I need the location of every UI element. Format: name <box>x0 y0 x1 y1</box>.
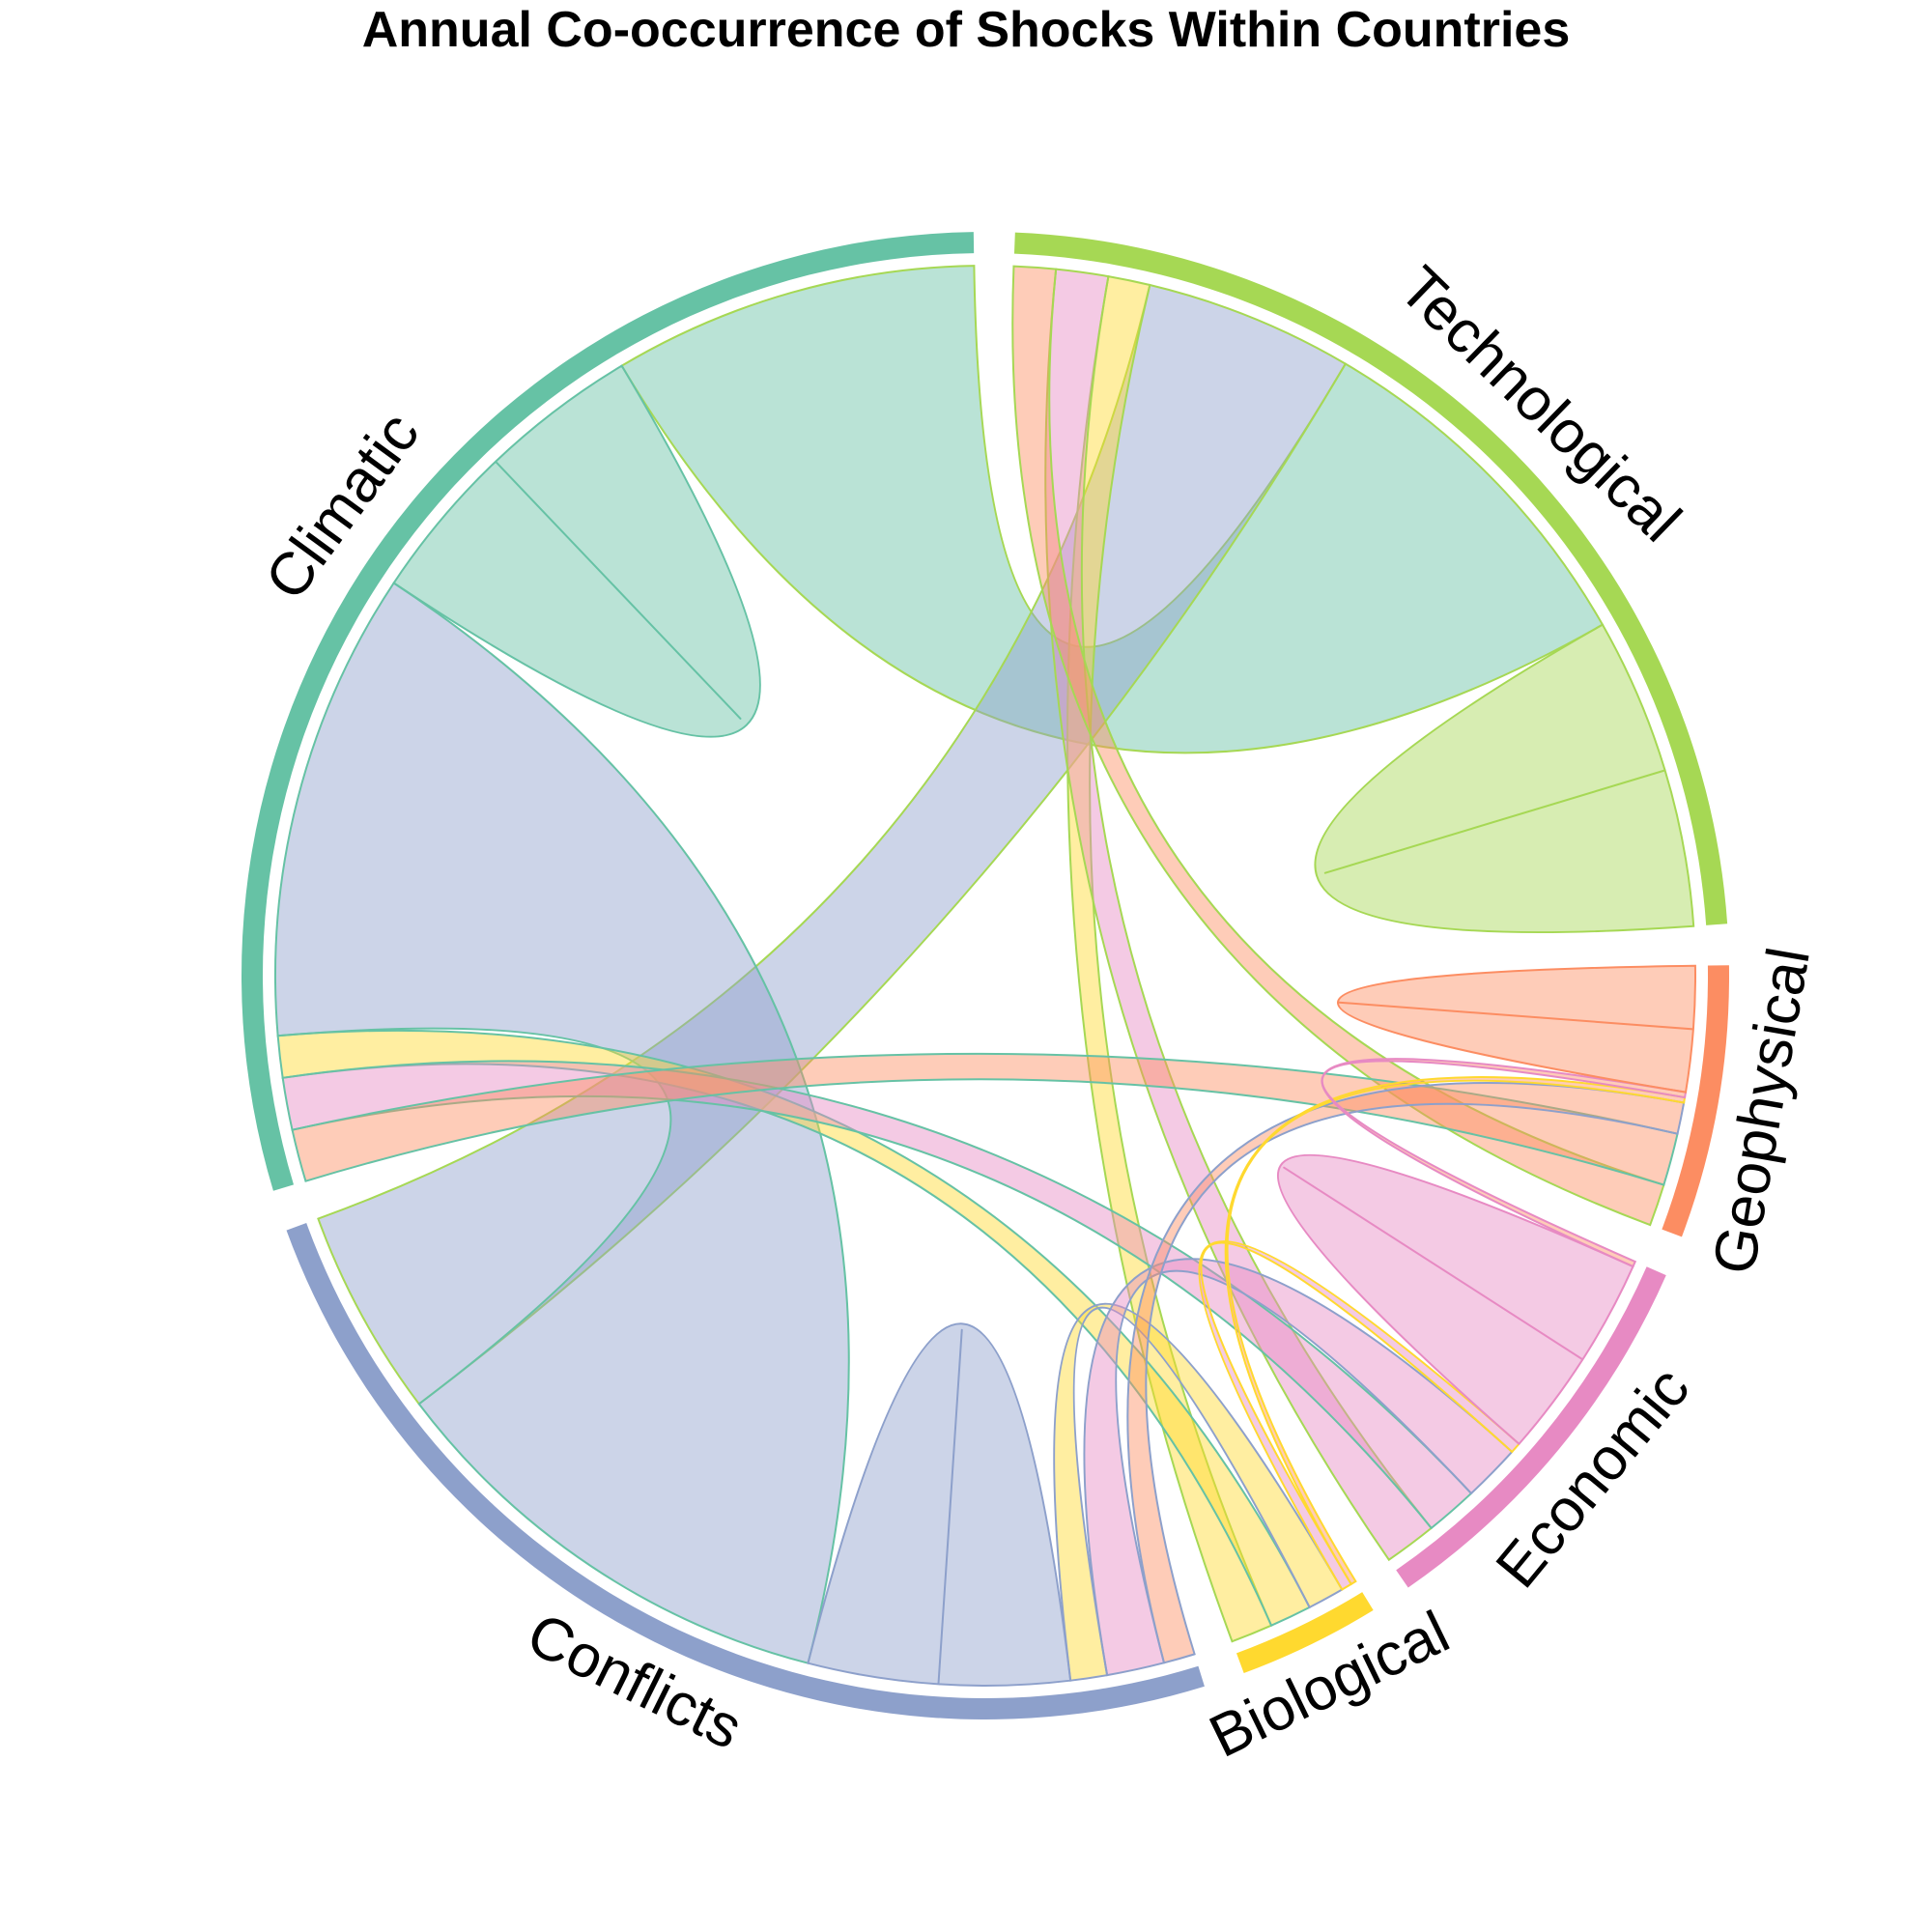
sector-tracks-layer <box>242 232 1729 1719</box>
chords-layer <box>274 265 1696 1687</box>
chart-title: Annual Co-occurrence of Shocks Within Co… <box>362 2 1571 58</box>
sector-track-geophysical <box>1662 965 1729 1237</box>
sector-track-economic <box>1396 1266 1666 1588</box>
sector-track-biological <box>1236 1592 1374 1673</box>
chord-geophysical-geophysical <box>1336 964 1696 1094</box>
